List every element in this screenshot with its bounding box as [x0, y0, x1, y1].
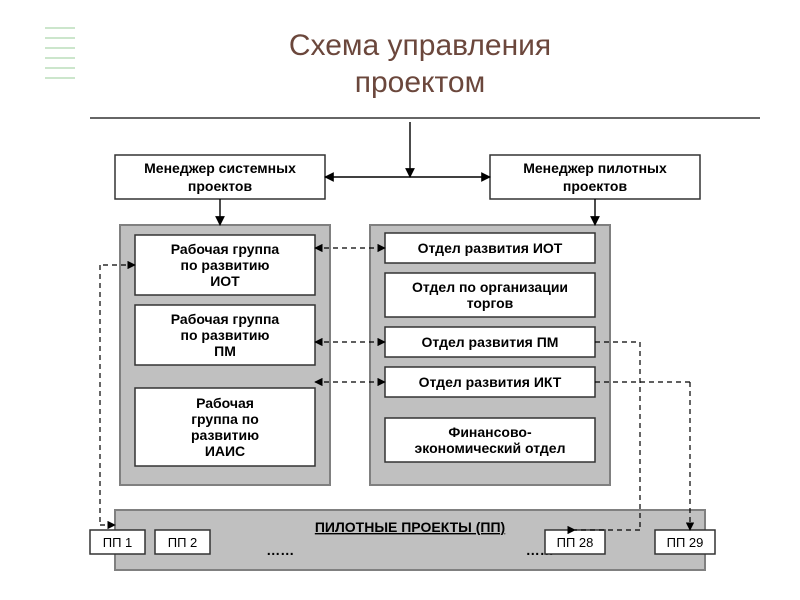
- left-item-0-l2: ИОТ: [210, 273, 240, 289]
- diagram-canvas: Схема управления проектом Менеджер системн…: [0, 0, 800, 600]
- pilot-box-0-label: ПП 1: [103, 535, 133, 550]
- manager-pilot-box-l1: Менеджер пилотных: [523, 160, 667, 176]
- pilot-box-2-label: ПП 28: [557, 535, 594, 550]
- left-item-1-l1: по развитию: [181, 327, 270, 343]
- left-item-2-l1: группа по: [191, 411, 259, 427]
- right-item-3-l0: Отдел развития ИКТ: [419, 374, 562, 390]
- left-item-0-l1: по развитию: [181, 257, 270, 273]
- right-item-0-l0: Отдел развития ИОТ: [418, 240, 563, 256]
- left-item-1-l0: Рабочая группа: [171, 311, 280, 327]
- right-item-1-l0: Отдел по организации: [412, 279, 568, 295]
- manager-system-box-l2: проектов: [188, 178, 253, 194]
- pilot-title: ПИЛОТНЫЕ ПРОЕКТЫ (ПП): [315, 519, 505, 535]
- left-item-2-l3: ИАИС: [205, 443, 245, 459]
- right-item-4-l1: экономический отдел: [415, 440, 566, 456]
- manager-pilot-box-l2: проектов: [563, 178, 628, 194]
- manager-system-box-l1: Менеджер системных: [144, 160, 296, 176]
- pilot-ellipsis-1: ……: [266, 542, 294, 558]
- right-item-1-l1: торгов: [467, 295, 514, 311]
- left-item-2-l2: развитию: [191, 427, 259, 443]
- page-title-line2: проектом: [355, 66, 485, 99]
- left-item-0-l0: Рабочая группа: [171, 241, 280, 257]
- left-item-2-l0: Рабочая: [196, 395, 254, 411]
- right-item-4-l0: Финансово-: [448, 424, 532, 440]
- left-item-1-l2: ПМ: [214, 343, 236, 359]
- pilot-box-1-label: ПП 2: [168, 535, 198, 550]
- page-title-line1: Схема управления: [289, 29, 551, 62]
- right-item-2-l0: Отдел развития ПМ: [422, 334, 559, 350]
- pilot-box-3-label: ПП 29: [667, 535, 704, 550]
